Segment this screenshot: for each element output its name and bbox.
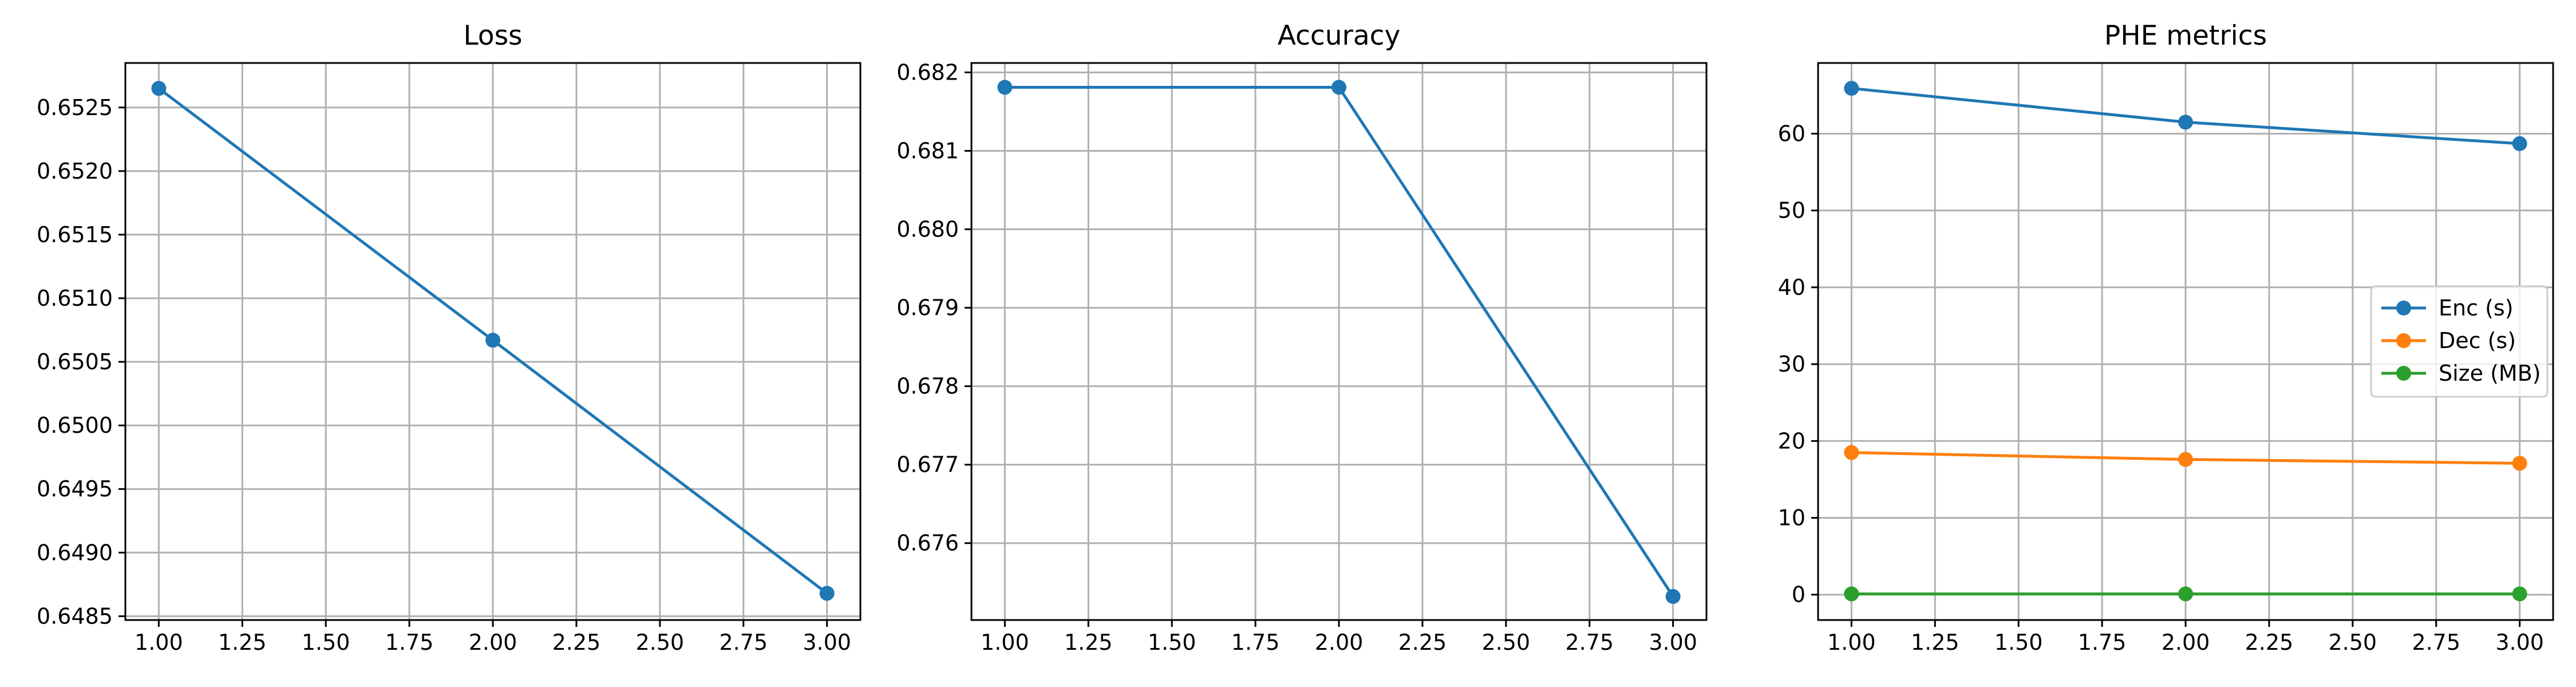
phe-metrics-enc-s-point bbox=[2178, 114, 2193, 130]
accuracy-x-tick-label: 2.75 bbox=[1565, 630, 1614, 655]
accuracy-y-tick-label: 0.678 bbox=[896, 374, 959, 399]
legend-dec-s-label: Dec (s) bbox=[2439, 328, 2516, 353]
phe-metrics-dec-s-point bbox=[1844, 445, 1859, 460]
accuracy-panel-title: Accuracy bbox=[1278, 20, 1401, 52]
loss-x-tick-label: 2.75 bbox=[719, 630, 768, 655]
legend-box bbox=[2370, 285, 2549, 398]
phe-metrics-grid bbox=[1818, 63, 2553, 620]
legend-size-mb-swatch-marker bbox=[2396, 366, 2411, 381]
phe-metrics-x-tick-label: 1.00 bbox=[1827, 630, 1876, 655]
accuracy-x-tick-label: 3.00 bbox=[1649, 630, 1697, 655]
loss-y-tick-label: 0.6490 bbox=[37, 540, 113, 565]
phe-metrics-x-tick-label: 3.00 bbox=[2495, 630, 2544, 655]
phe-metrics-enc-s-point bbox=[2512, 136, 2527, 151]
phe-metrics-dec-s-point bbox=[2512, 456, 2527, 471]
accuracy-x-tick-label: 1.25 bbox=[1064, 630, 1113, 655]
accuracy-axes: 1.00 1.25 1.50 1.75 2.00 2.25 2.50 2.75 3.00 0.67… bbox=[896, 60, 1697, 655]
loss-y-tick-label: 0.6515 bbox=[37, 222, 113, 247]
phe-metrics-enc-s-point bbox=[1844, 81, 1859, 96]
accuracy-grid bbox=[971, 63, 1706, 620]
accuracy-y-tick-label: 0.679 bbox=[896, 295, 959, 321]
phe-metrics-x-tick-label: 2.75 bbox=[2412, 630, 2460, 655]
accuracy-x-tick-label: 1.75 bbox=[1231, 630, 1280, 655]
accuracy-x-tick-label: 1.00 bbox=[981, 630, 1029, 655]
phe-metrics-y-tick-label: 20 bbox=[1778, 428, 1805, 453]
phe-metrics-x-tick-label: 2.00 bbox=[2162, 630, 2210, 655]
phe-metrics-x-tick-label: 2.50 bbox=[2329, 630, 2377, 655]
phe-metrics-size-mb-point bbox=[2178, 586, 2193, 602]
phe-metrics-size-mb-point bbox=[2512, 586, 2527, 602]
loss-panel: Loss 1.00 1.25 1.50 1.75 2.00 2.25 2.50 2.75 3.0… bbox=[37, 20, 862, 655]
loss-x-tick-label: 1.75 bbox=[385, 630, 434, 655]
loss-y-tick-label: 0.6525 bbox=[37, 95, 113, 120]
phe-metrics-x-tick-label: 1.75 bbox=[2078, 630, 2127, 655]
accuracy-y-tick-label: 0.681 bbox=[896, 138, 959, 163]
loss-grid bbox=[125, 63, 860, 620]
accuracy-value-point bbox=[1665, 589, 1681, 604]
accuracy-y-tick-label: 0.680 bbox=[896, 217, 959, 242]
loss-axes: 1.00 1.25 1.50 1.75 2.00 2.25 2.50 2.75 3.00 0.64… bbox=[37, 95, 851, 655]
phe-metrics-y-tick-label: 60 bbox=[1778, 121, 1805, 146]
loss-x-tick-label: 3.00 bbox=[803, 630, 851, 655]
loss-y-tick-label: 0.6500 bbox=[37, 413, 113, 438]
legend-enc-s-label: Enc (s) bbox=[2439, 295, 2514, 321]
phe-metrics-size-mb-point bbox=[1844, 586, 1859, 602]
phe-metrics-series bbox=[1844, 81, 2527, 602]
phe-metrics-y-tick-label: 10 bbox=[1778, 506, 1805, 531]
loss-x-tick-label: 2.00 bbox=[469, 630, 517, 655]
phe-metrics-axes: 1.00 1.25 1.50 1.75 2.00 2.25 2.50 2.75 3.00 0 10 2… bbox=[1778, 121, 2544, 655]
accuracy-x-tick-label: 2.25 bbox=[1398, 630, 1447, 655]
loss-value-point bbox=[151, 81, 167, 96]
legend-dec-s-swatch-marker bbox=[2396, 333, 2411, 348]
loss-panel-title: Loss bbox=[463, 20, 522, 52]
accuracy-x-tick-label: 2.00 bbox=[1315, 630, 1364, 655]
phe-metrics-y-tick-label: 50 bbox=[1778, 198, 1805, 223]
phe-metrics-legend: Enc (s) Dec (s) Size (MB) bbox=[2370, 285, 2549, 398]
loss-y-tick-label: 0.6510 bbox=[37, 286, 113, 311]
phe-metrics-y-tick-label: 30 bbox=[1778, 352, 1805, 377]
accuracy-y-tick-label: 0.682 bbox=[896, 60, 959, 85]
phe-metrics-panel-title: PHE metrics bbox=[2104, 20, 2267, 52]
legend-enc-s-swatch-marker bbox=[2396, 301, 2411, 315]
loss-y-tick-label: 0.6520 bbox=[37, 159, 113, 184]
loss-x-tick-label: 1.00 bbox=[135, 630, 183, 655]
accuracy-value-point bbox=[997, 80, 1013, 95]
loss-y-tick-label: 0.6505 bbox=[37, 349, 113, 374]
phe-metrics-dec-s-point bbox=[2178, 452, 2193, 467]
accuracy-panel: Accuracy 1.00 1.25 1.50 1.75 2.00 2.25 2.50 2.7… bbox=[896, 20, 1708, 655]
loss-x-tick-label: 2.50 bbox=[636, 630, 685, 655]
legend-size-mb-label: Size (MB) bbox=[2439, 361, 2541, 386]
loss-x-tick-label: 2.25 bbox=[552, 630, 601, 655]
phe-metrics-y-tick-label: 0 bbox=[1792, 582, 1805, 607]
phe-metrics-y-tick-label: 40 bbox=[1778, 275, 1805, 300]
loss-y-tick-label: 0.6485 bbox=[37, 603, 113, 629]
accuracy-x-tick-label: 1.50 bbox=[1148, 630, 1196, 655]
accuracy-value-point bbox=[1332, 80, 1346, 95]
phe-metrics-x-tick-label: 2.25 bbox=[2245, 630, 2294, 655]
accuracy-y-tick-label: 0.677 bbox=[896, 452, 959, 477]
loss-y-tick-label: 0.6495 bbox=[37, 476, 113, 502]
phe-metrics-x-tick-label: 1.25 bbox=[1911, 630, 1959, 655]
loss-x-tick-label: 1.25 bbox=[218, 630, 267, 655]
accuracy-x-tick-label: 2.50 bbox=[1482, 630, 1531, 655]
loss-series bbox=[151, 81, 835, 601]
loss-value-point bbox=[485, 333, 500, 348]
phe-metrics-panel: PHE metrics 1.00 1.25 1.50 1.75 2.00 2.25 2.50… bbox=[1778, 20, 2554, 655]
accuracy-y-tick-label: 0.676 bbox=[896, 531, 959, 556]
loss-value-point bbox=[819, 586, 835, 601]
loss-x-tick-label: 1.50 bbox=[302, 630, 350, 655]
phe-metrics-x-tick-label: 1.50 bbox=[1994, 630, 2043, 655]
accuracy-series bbox=[997, 80, 1681, 604]
